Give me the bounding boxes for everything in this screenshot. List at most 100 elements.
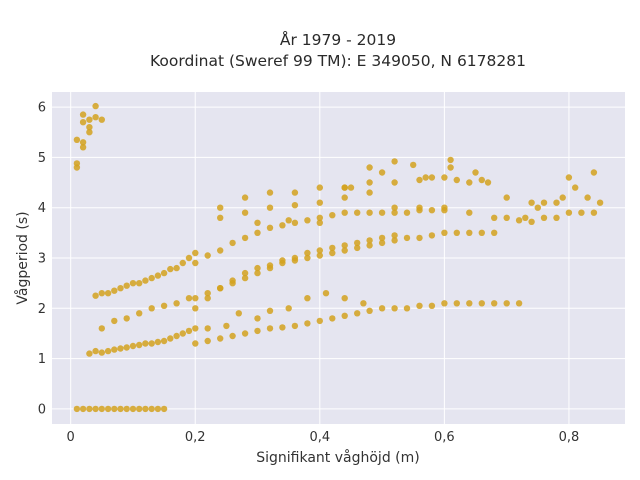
data-point <box>347 184 355 191</box>
data-point <box>378 239 386 247</box>
data-point <box>160 337 168 345</box>
data-point <box>528 199 535 206</box>
data-point <box>316 199 323 206</box>
data-point <box>154 338 162 346</box>
data-point <box>204 290 211 297</box>
data-point <box>391 305 398 312</box>
data-point <box>565 174 573 181</box>
data-point <box>341 184 348 191</box>
data-point <box>123 315 130 322</box>
data-point <box>185 295 193 302</box>
data-point <box>354 239 361 247</box>
data-point <box>217 214 224 221</box>
data-point <box>596 199 604 206</box>
data-point <box>378 169 386 176</box>
data-point <box>540 199 548 206</box>
data-point <box>98 116 106 123</box>
data-point <box>491 300 498 307</box>
data-point <box>173 332 180 340</box>
data-point <box>79 111 87 118</box>
data-point <box>329 212 336 219</box>
data-point <box>192 305 199 312</box>
data-point <box>229 332 236 340</box>
data-point <box>129 405 137 413</box>
data-point <box>266 224 274 231</box>
data-point <box>403 234 411 242</box>
data-point <box>148 305 155 312</box>
data-point <box>254 269 261 277</box>
x-tick-label: 0,8 <box>559 430 580 445</box>
data-point <box>192 340 199 347</box>
data-point <box>73 405 81 413</box>
data-point <box>136 310 143 317</box>
data-point <box>129 280 137 287</box>
data-point <box>98 325 106 332</box>
data-point <box>366 164 373 171</box>
data-point <box>528 218 535 225</box>
data-point <box>391 237 398 244</box>
data-point <box>86 405 93 413</box>
data-point <box>185 327 193 335</box>
data-point <box>192 249 199 257</box>
data-point <box>160 302 168 309</box>
data-point <box>515 300 523 307</box>
data-point <box>316 219 323 226</box>
data-point <box>391 179 398 186</box>
data-point <box>254 264 261 272</box>
data-point <box>148 405 155 413</box>
data-point <box>104 290 112 297</box>
data-point <box>453 300 460 307</box>
data-point <box>329 315 336 322</box>
data-point <box>204 325 211 332</box>
data-point <box>515 217 523 224</box>
data-point <box>136 341 143 349</box>
data-point <box>86 129 93 136</box>
data-point <box>241 194 249 201</box>
data-point <box>366 237 373 244</box>
data-point <box>136 405 143 413</box>
x-tick-label: 0,2 <box>185 430 206 445</box>
data-point <box>291 254 299 262</box>
data-point <box>572 184 579 191</box>
data-point <box>179 330 186 337</box>
data-point <box>285 217 292 224</box>
data-point <box>241 330 249 337</box>
data-point <box>466 300 473 307</box>
data-point <box>590 169 598 176</box>
data-point <box>154 405 162 413</box>
data-point <box>173 300 180 307</box>
data-point <box>304 295 311 302</box>
data-point <box>447 164 454 171</box>
data-point <box>98 349 106 356</box>
data-point <box>111 287 118 294</box>
data-point <box>403 209 411 216</box>
data-point <box>354 310 361 317</box>
data-point <box>92 405 99 413</box>
data-point <box>304 254 311 262</box>
data-point <box>167 265 174 273</box>
x-axis-label: Signifikant våghöjd (m) <box>256 449 419 466</box>
data-point <box>441 300 448 307</box>
data-point <box>266 262 274 269</box>
data-point <box>472 169 479 176</box>
data-point <box>391 204 398 211</box>
data-point <box>403 305 411 312</box>
data-point <box>428 302 436 309</box>
y-tick-label: 0 <box>38 402 46 417</box>
y-axis-label: Vågperiod (s) <box>14 211 31 304</box>
data-point <box>104 347 112 355</box>
data-point <box>341 209 348 216</box>
data-point <box>322 290 330 297</box>
data-point <box>241 269 249 277</box>
data-point <box>416 302 423 309</box>
data-point <box>241 234 249 242</box>
data-point <box>204 337 211 345</box>
data-point <box>316 252 323 259</box>
data-point <box>416 234 423 242</box>
data-point <box>329 244 336 252</box>
data-point <box>92 102 99 110</box>
data-point <box>565 209 573 216</box>
data-point <box>192 259 199 267</box>
data-point <box>428 207 436 214</box>
